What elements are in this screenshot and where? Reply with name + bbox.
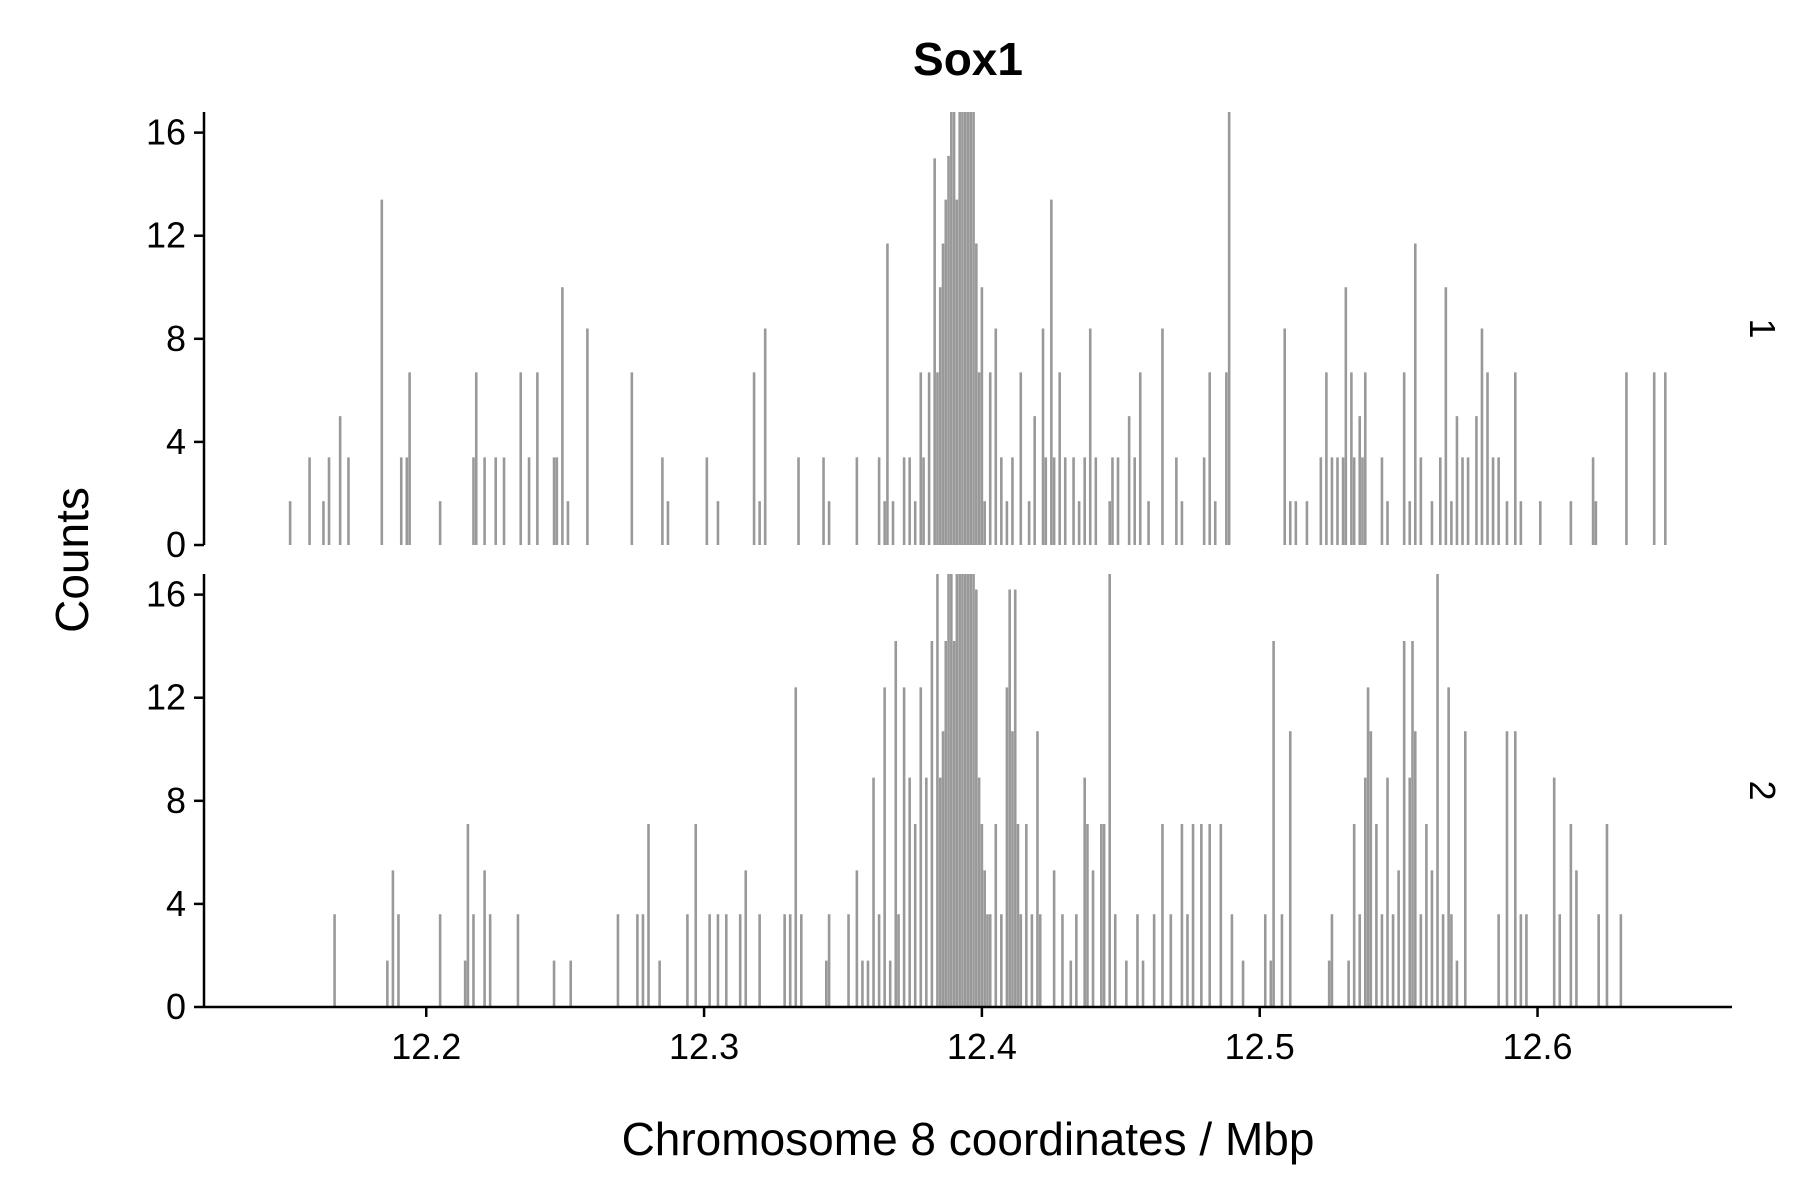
y-tick-label: 16 xyxy=(146,574,186,615)
x-tick-label: 12.6 xyxy=(1502,1026,1572,1067)
y-tick-label: 4 xyxy=(166,883,186,924)
x-tick-label: 12.5 xyxy=(1225,1026,1295,1067)
y-axis-label: Counts xyxy=(46,487,98,633)
y-tick-label: 16 xyxy=(146,112,186,153)
x-tick-label: 12.2 xyxy=(391,1026,461,1067)
facet-strip-label: 2 xyxy=(1742,780,1783,800)
y-tick-label: 8 xyxy=(166,780,186,821)
facet-panel-1: 0 4 8 12 16 1 xyxy=(146,112,1783,565)
x-tick-label: 12.4 xyxy=(947,1026,1017,1067)
y-tick-label: 0 xyxy=(166,524,186,565)
x-axis-label: Chromosome 8 coordinates / Mbp xyxy=(622,1113,1315,1165)
x-axis: 12.2 12.3 12.4 12.5 12.6 xyxy=(204,1005,1732,1067)
y-tick-label: 0 xyxy=(166,986,186,1027)
facet-strip-label: 1 xyxy=(1742,318,1783,338)
y-tick-label: 12 xyxy=(146,215,186,256)
facet-panel-2: 0 4 8 12 16 2 xyxy=(146,574,1783,1027)
x-tick-label: 12.3 xyxy=(669,1026,739,1067)
chart-title: Sox1 xyxy=(913,33,1023,85)
y-tick-label: 4 xyxy=(166,421,186,462)
y-tick-label: 8 xyxy=(166,318,186,359)
y-tick-label: 12 xyxy=(146,677,186,718)
